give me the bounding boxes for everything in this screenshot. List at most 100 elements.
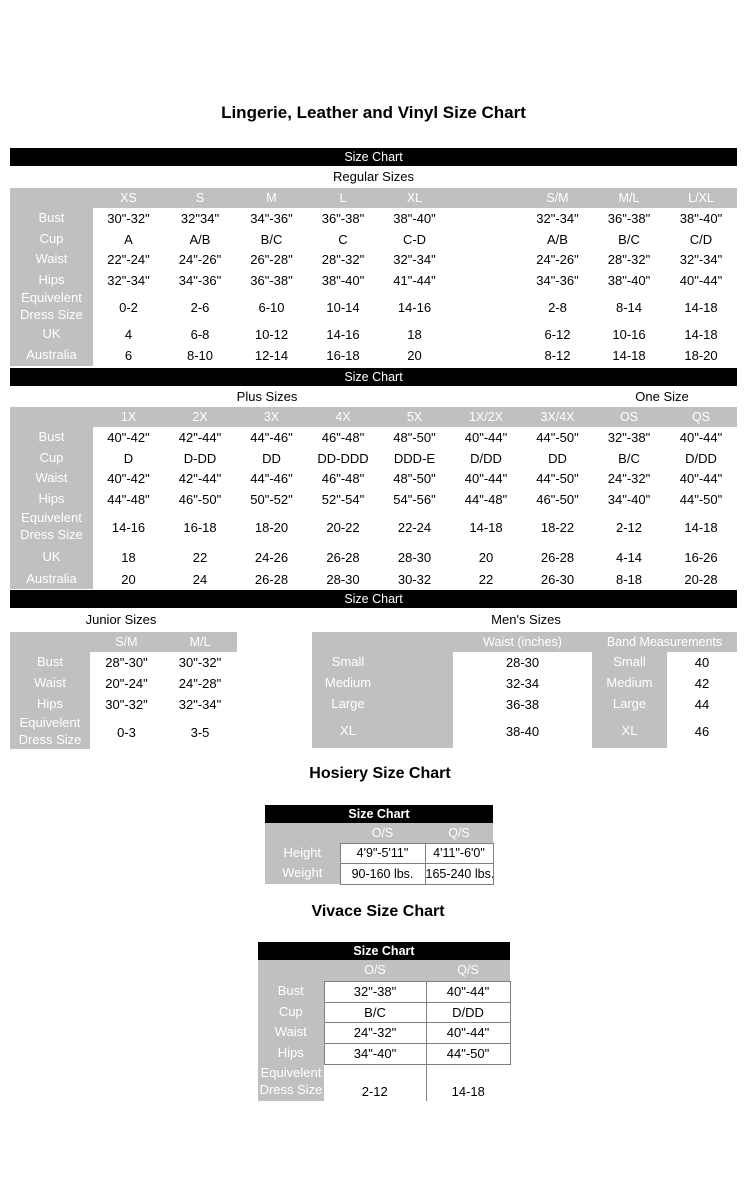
size-value-cell: 32"-34" <box>379 249 450 270</box>
corner-cell <box>10 632 90 652</box>
header-row: 1X 2X 3X 4X 5X 1X/2X 3X/4X OS QS <box>10 407 737 427</box>
size-value-cell: 46"-50" <box>164 489 236 509</box>
table-row: Waist 24"-32" 40"-44" <box>258 1021 511 1044</box>
size-value-cell: 32"-38" <box>323 980 427 1003</box>
size-value-cell: 44"-50" <box>522 468 593 489</box>
size-value-cell: 34"-40" <box>323 1042 427 1065</box>
size-value-cell: 50"-52" <box>236 489 307 509</box>
size-value-cell: 20 <box>379 345 450 366</box>
size-label-cell: Large <box>312 694 384 715</box>
size-value-cell: DD <box>522 448 593 468</box>
table-row: Small 28-30 Small 40 <box>312 652 737 673</box>
size-value-cell: 20"-24" <box>90 673 163 694</box>
size-value-cell: 2-8 <box>522 290 593 324</box>
row-label-cell: Hips <box>10 270 93 290</box>
size-value-cell: D-DD <box>164 448 236 468</box>
corner-cell <box>312 632 453 652</box>
size-value-cell: 30"-32" <box>93 208 164 229</box>
size-value-cell: 44"-50" <box>425 1042 511 1065</box>
table-row: XL 38-40 XL 46 <box>312 715 737 748</box>
size-value-cell: 44"-48" <box>450 489 522 509</box>
size-value-cell: 24"-26" <box>164 249 236 270</box>
column-header-cell: Q/S <box>425 823 493 843</box>
size-value-cell <box>450 324 522 345</box>
column-header-cell: 1X/2X <box>450 407 522 427</box>
row-label-cell: Equivelent Dress Size <box>10 715 90 749</box>
vivace-size-table: O/S Q/S Bust 32"-38" 40"-44" Cup B/C D/DD Waist 2… <box>258 960 511 1101</box>
column-header-cell: 2X <box>164 407 236 427</box>
table-row: Bust 30"-32" 32"34" 34"-36" 36"-38" 38"-40" 32… <box>10 208 737 229</box>
column-header-cell: M/L <box>163 632 237 652</box>
size-value-cell: 22 <box>164 545 236 569</box>
size-value-cell: 30-32 <box>379 569 450 589</box>
mens-sizes-label: Men's Sizes <box>491 612 561 627</box>
size-value-cell: 90-160 lbs. <box>339 862 426 885</box>
size-value-cell: B/C <box>323 1001 427 1023</box>
size-value-cell: 16-26 <box>665 545 737 569</box>
table-row: Cup D D-DD DD DD-DDD DDD-E D/DD DD B/C D/DD <box>10 448 737 468</box>
header-row: O/S Q/S <box>258 960 510 981</box>
spacer-cell <box>384 673 453 694</box>
row-label-cell: Waist <box>10 468 93 489</box>
size-value-cell: 4'11"-6'0" <box>424 842 494 864</box>
size-value-cell <box>450 290 522 324</box>
size-value-cell: 8-12 <box>522 345 593 366</box>
header-row: O/S Q/S <box>265 823 493 843</box>
table-row: Equivelent Dress Size 0-3 3-5 <box>10 715 237 749</box>
size-value-cell: 26-30 <box>522 569 593 589</box>
size-value-cell: 14-18 <box>665 290 737 324</box>
row-label-cell: Equivelent Dress Size <box>10 290 93 324</box>
size-value-cell: 36"-38" <box>236 270 307 290</box>
size-value-cell: 10-14 <box>307 290 379 324</box>
row-label-cell: Equivelent Dress Size <box>258 1064 324 1101</box>
table-row: Australia 6 8-10 12-14 16-18 20 8-12 14-18 18-20 <box>10 345 737 366</box>
row-label-cell: Australia <box>10 569 93 589</box>
spacer-cell <box>384 652 453 673</box>
plus-sizes-table: 1X 2X 3X 4X 5X 1X/2X 3X/4X OS QS Bust 40"-42" 42"-4… <box>10 407 737 589</box>
size-value-cell: 18-22 <box>522 509 593 545</box>
row-label-cell: Bust <box>10 427 93 448</box>
band-size-label-cell: Medium <box>592 673 667 694</box>
size-value-cell: 20 <box>450 545 522 569</box>
band-value-cell: 44 <box>667 694 737 715</box>
size-value-cell: 54"-56" <box>379 489 450 509</box>
size-value-cell: 6-8 <box>164 324 236 345</box>
size-value-cell: B/C <box>593 229 665 249</box>
size-value-cell: D/DD <box>425 1001 511 1023</box>
row-label-cell: Hips <box>10 489 93 509</box>
size-value-cell: 6-12 <box>522 324 593 345</box>
spacer-cell <box>384 715 453 748</box>
size-value-cell: 26-28 <box>522 545 593 569</box>
size-value-cell: 22"-24" <box>93 249 164 270</box>
row-label-cell: UK <box>10 324 93 345</box>
size-value-cell: DD-DDD <box>307 448 379 468</box>
size-value-cell: 46"-50" <box>522 489 593 509</box>
size-value-cell: 34"-40" <box>593 489 665 509</box>
size-value-cell: 20-22 <box>307 509 379 545</box>
column-header-cell: L/XL <box>665 188 737 208</box>
column-header-cell: 1X <box>93 407 164 427</box>
size-value-cell: 34"-36" <box>164 270 236 290</box>
size-value-cell: C/D <box>665 229 737 249</box>
corner-cell <box>10 407 93 427</box>
size-value-cell: 26-28 <box>236 569 307 589</box>
table-row: Hips 30"-32" 32"-34" <box>10 694 237 715</box>
size-value-cell: 14-16 <box>379 290 450 324</box>
size-value-cell: 44"-50" <box>522 427 593 448</box>
vivace-title: Vivace Size Chart <box>311 903 445 920</box>
waist-value-cell: 28-30 <box>453 652 592 673</box>
size-value-cell: 14-18 <box>665 509 737 545</box>
size-value-cell: 44"-46" <box>236 468 307 489</box>
size-value-cell: 32"-34" <box>522 208 593 229</box>
size-value-cell: 36"-38" <box>307 208 379 229</box>
table-row: Height 4'9"-5'11" 4'11"-6'0" <box>265 842 494 864</box>
row-label-cell: Australia <box>10 345 93 366</box>
size-value-cell: 28-30 <box>379 545 450 569</box>
row-label-cell: Cup <box>258 1002 324 1022</box>
hosiery-title: Hosiery Size Chart <box>309 765 451 782</box>
row-label-cell: Waist <box>10 249 93 270</box>
corner-cell <box>10 188 93 208</box>
size-value-cell <box>450 270 522 290</box>
table-row: UK 4 6-8 10-12 14-16 18 6-12 10-16 14-18 <box>10 324 737 345</box>
size-value-cell: 24"-26" <box>522 249 593 270</box>
